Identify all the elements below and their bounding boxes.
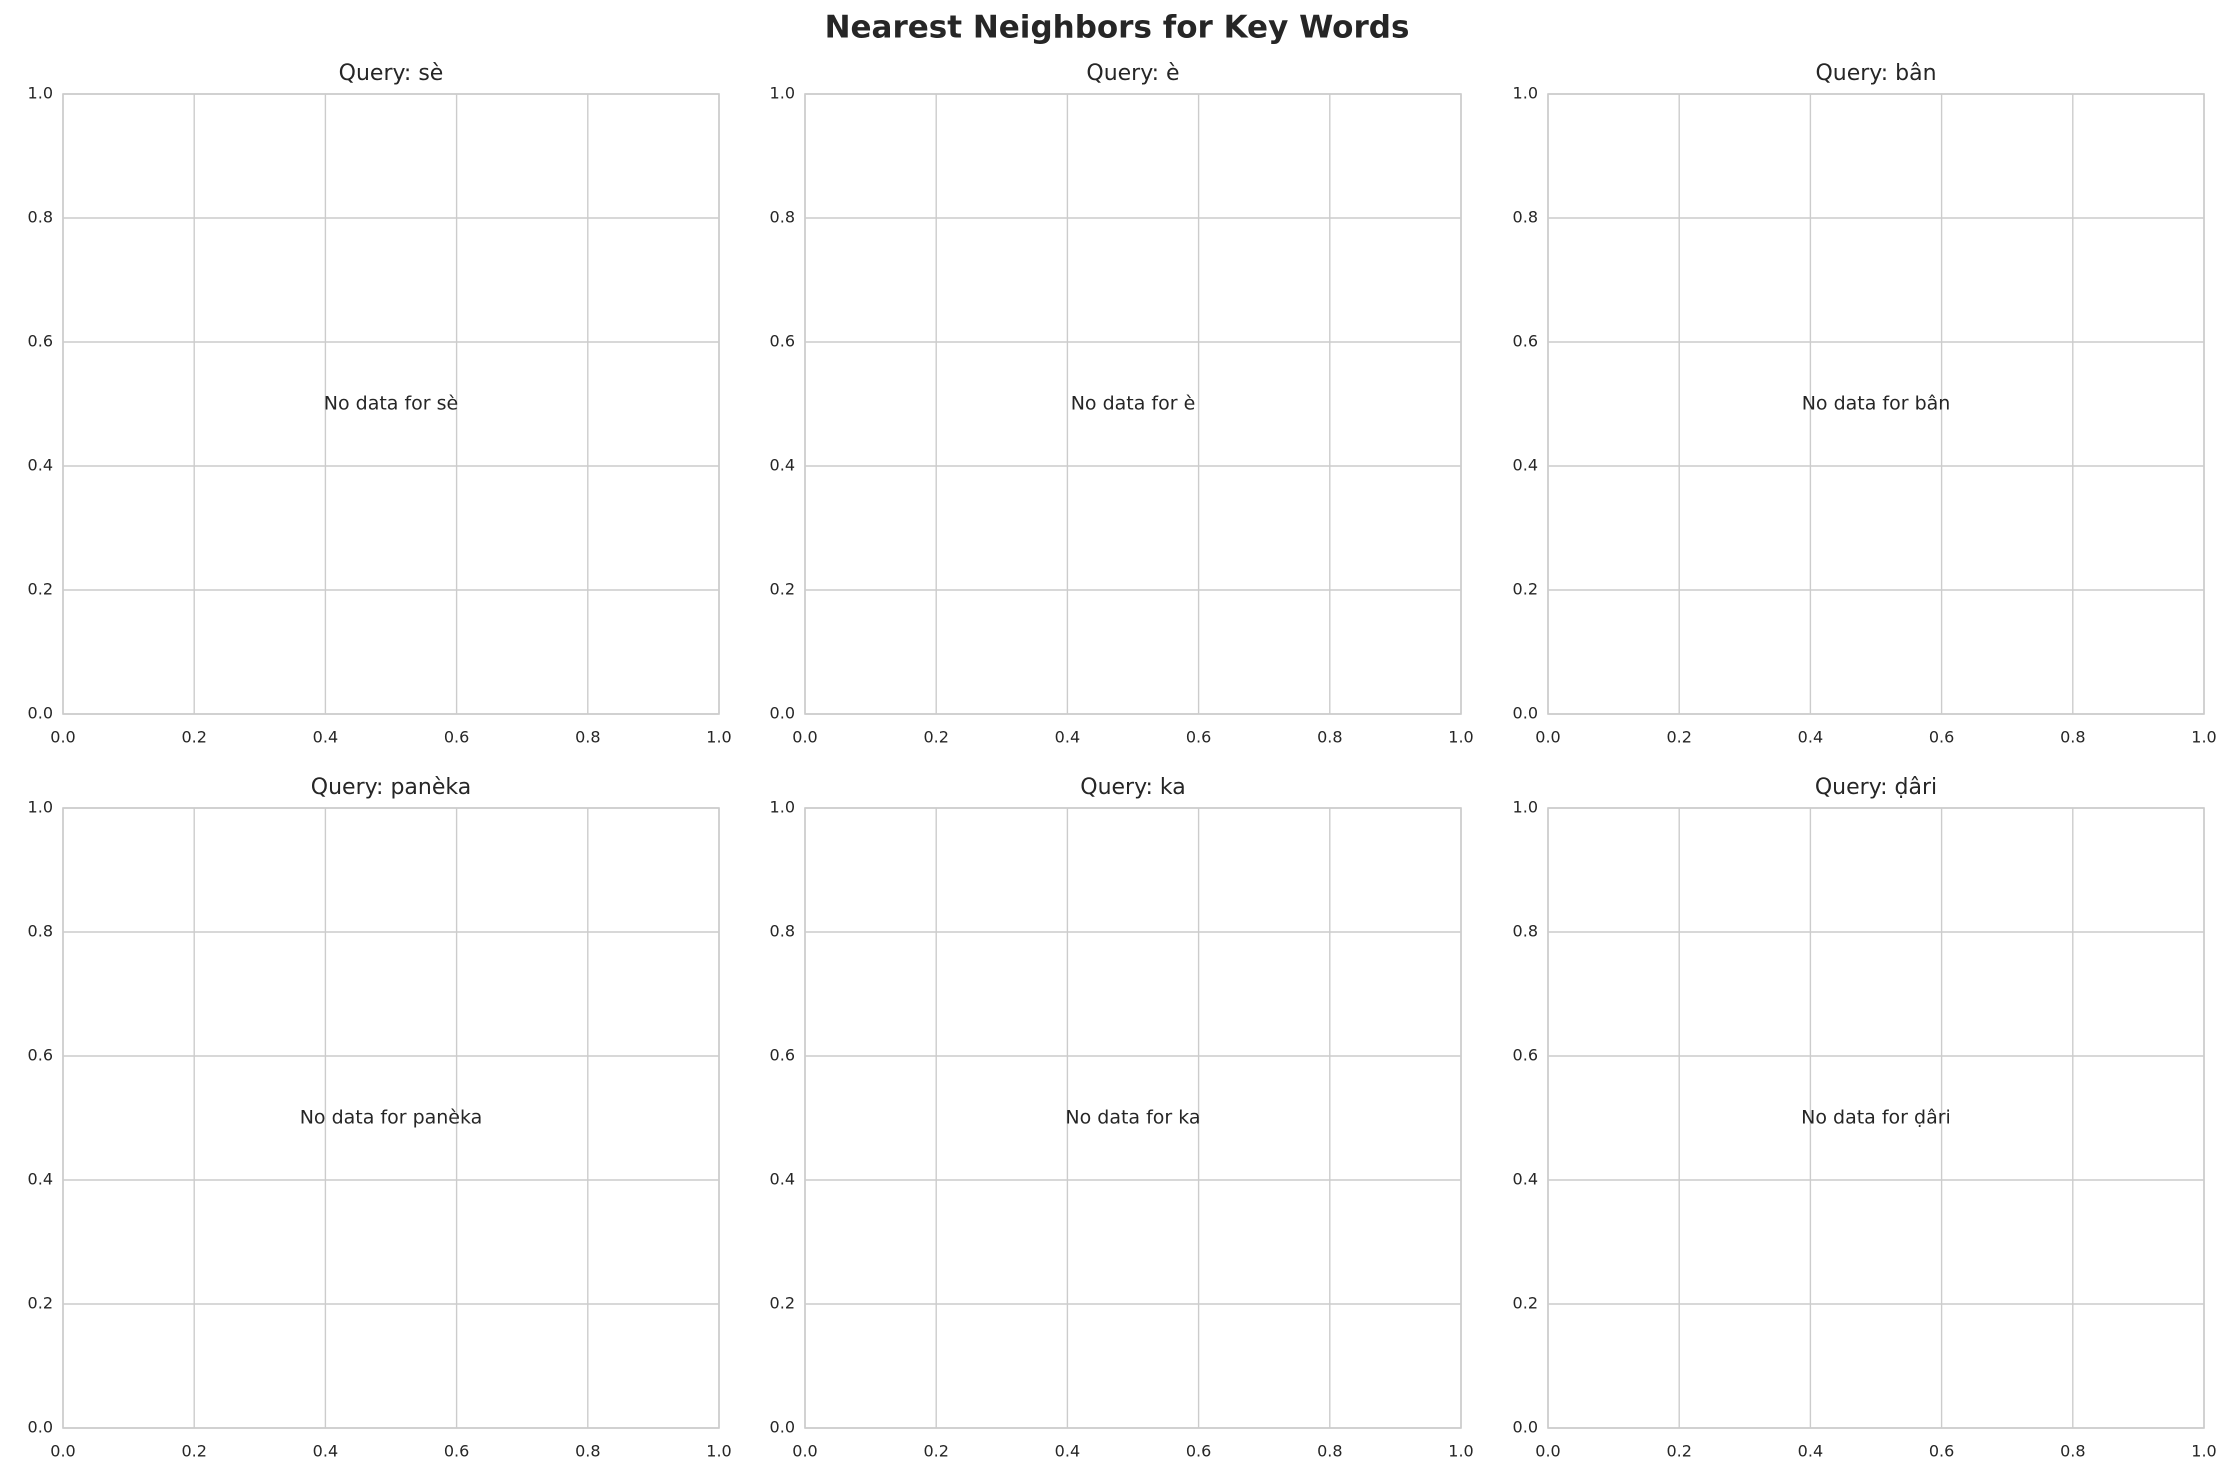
x-tick-label: 1.0 [706,1442,731,1461]
y-tick-label: 0.6 [28,1046,53,1065]
y-tick-label: 1.0 [28,84,53,103]
y-tick-label: 0.0 [28,1418,53,1437]
x-tick-label: 0.8 [575,1442,600,1461]
y-tick-label: 0.8 [770,208,795,227]
y-tick-label: 0.4 [1513,1170,1538,1189]
y-tick-label: 0.4 [770,1170,795,1189]
subplot-title: Query: è [1086,61,1179,86]
y-tick-label: 0.4 [28,456,53,475]
x-tick-label: 0.8 [575,728,600,747]
x-tick-label: 0.2 [923,1442,948,1461]
x-tick-label: 0.0 [1535,1442,1560,1461]
x-tick-label: 0.4 [1798,728,1823,747]
y-tick-label: 0.2 [770,1294,795,1313]
y-tick-label: 0.6 [770,1046,795,1065]
subplot-title: Query: ḍâri [1815,775,1937,800]
y-tick-label: 0.8 [1513,208,1538,227]
y-tick-label: 1.0 [770,84,795,103]
x-tick-label: 0.0 [792,728,817,747]
x-tick-label: 0.4 [1055,1442,1080,1461]
x-tick-label: 0.2 [181,1442,206,1461]
y-tick-label: 1.0 [28,798,53,817]
y-tick-label: 0.2 [770,580,795,599]
x-tick-label: 0.0 [50,728,75,747]
annotation: No data for è [1071,393,1196,415]
axes-frame [1547,807,2205,1429]
y-tick-label: 0.4 [770,456,795,475]
x-tick-label: 0.0 [1535,728,1560,747]
axes-frame [62,93,720,715]
y-tick-label: 0.0 [1513,1418,1538,1437]
y-tick-label: 0.2 [1513,580,1538,599]
y-tick-label: 0.6 [1513,332,1538,351]
y-tick-label: 0.4 [28,1170,53,1189]
axes-frame [804,93,1462,715]
y-tick-label: 0.0 [28,704,53,723]
y-tick-label: 0.0 [770,704,795,723]
axes-frame [804,807,1462,1429]
y-tick-label: 0.2 [28,580,53,599]
x-tick-label: 0.8 [2060,728,2085,747]
x-tick-label: 0.4 [313,728,338,747]
y-tick-label: 1.0 [1513,84,1538,103]
x-tick-label: 1.0 [706,728,731,747]
annotation: No data for ḍâri [1801,1107,1951,1129]
x-tick-label: 0.8 [1317,728,1342,747]
subplot-title: Query: bân [1815,61,1936,86]
y-tick-label: 0.8 [28,208,53,227]
y-tick-label: 0.6 [28,332,53,351]
x-tick-label: 1.0 [1448,728,1473,747]
x-tick-label: 0.4 [1798,1442,1823,1461]
x-tick-label: 0.2 [1666,1442,1691,1461]
x-tick-label: 0.2 [181,728,206,747]
x-tick-label: 0.6 [1186,728,1211,747]
y-tick-label: 0.2 [28,1294,53,1313]
x-tick-label: 0.6 [1186,1442,1211,1461]
figure-title: Nearest Neighbors for Key Words [825,10,1410,46]
y-tick-label: 0.0 [1513,704,1538,723]
annotation: No data for panèka [300,1107,483,1129]
x-tick-label: 0.2 [923,728,948,747]
y-tick-label: 0.6 [1513,1046,1538,1065]
x-tick-label: 0.0 [50,1442,75,1461]
annotation: No data for ka [1065,1107,1200,1129]
x-tick-label: 0.6 [444,728,469,747]
x-tick-label: 0.6 [1929,728,1954,747]
x-tick-label: 0.6 [1929,1442,1954,1461]
y-tick-label: 0.8 [770,922,795,941]
y-tick-label: 0.2 [1513,1294,1538,1313]
x-tick-label: 0.4 [1055,728,1080,747]
x-tick-label: 1.0 [2191,1442,2216,1461]
axes-frame [62,807,720,1429]
axes-frame [1547,93,2205,715]
subplot-title: Query: sè [339,61,444,86]
x-tick-label: 0.2 [1666,728,1691,747]
y-tick-label: 0.0 [770,1418,795,1437]
y-tick-label: 0.4 [1513,456,1538,475]
y-tick-label: 1.0 [770,798,795,817]
subplot-title: Query: ka [1080,775,1186,800]
y-tick-label: 0.8 [28,922,53,941]
x-tick-label: 0.0 [792,1442,817,1461]
x-tick-label: 1.0 [1448,1442,1473,1461]
y-tick-label: 0.6 [770,332,795,351]
x-tick-label: 0.4 [313,1442,338,1461]
x-tick-label: 0.8 [2060,1442,2085,1461]
annotation: No data for sè [324,393,458,415]
y-tick-label: 1.0 [1513,798,1538,817]
subplot-title: Query: panèka [311,775,471,800]
annotation: No data for bân [1802,393,1951,415]
x-tick-label: 0.8 [1317,1442,1342,1461]
x-tick-label: 1.0 [2191,728,2216,747]
y-tick-label: 0.8 [1513,922,1538,941]
x-tick-label: 0.6 [444,1442,469,1461]
